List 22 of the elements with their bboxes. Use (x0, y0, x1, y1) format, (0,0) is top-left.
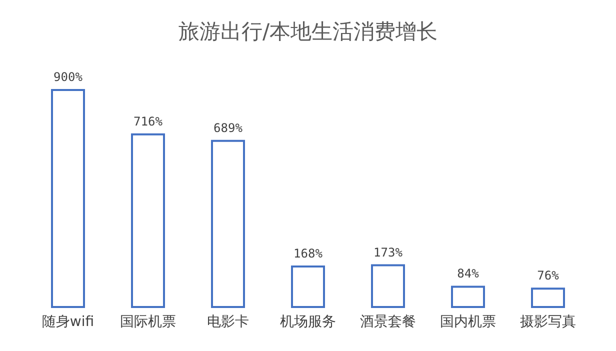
x-tick-label: 国际机票 (120, 314, 176, 330)
x-tick-label: 摄影写真 (520, 314, 576, 330)
bar (51, 89, 85, 308)
data-label: 76% (537, 268, 560, 283)
bar (131, 133, 165, 308)
data-label: 168% (294, 246, 324, 260)
bar (291, 265, 325, 308)
data-label: 900% (54, 70, 84, 84)
data-label: 173% (374, 245, 404, 260)
x-tick-label: 电影卡 (207, 314, 249, 330)
x-tick-label: 酒景套餐 (360, 314, 416, 330)
bar (531, 288, 565, 308)
bar (371, 264, 405, 308)
data-label: 689% (214, 120, 244, 135)
data-label: 716% (134, 114, 164, 128)
x-tick-label: 机场服务 (280, 314, 336, 330)
x-tick-label: 国内机票 (440, 314, 496, 330)
x-tick-label: 随身wifi (42, 314, 94, 330)
data-label: 84% (457, 266, 480, 281)
bar (211, 140, 245, 308)
bar (451, 286, 485, 308)
chart-title: 旅游出行/本地生活消费增长 (178, 20, 438, 44)
